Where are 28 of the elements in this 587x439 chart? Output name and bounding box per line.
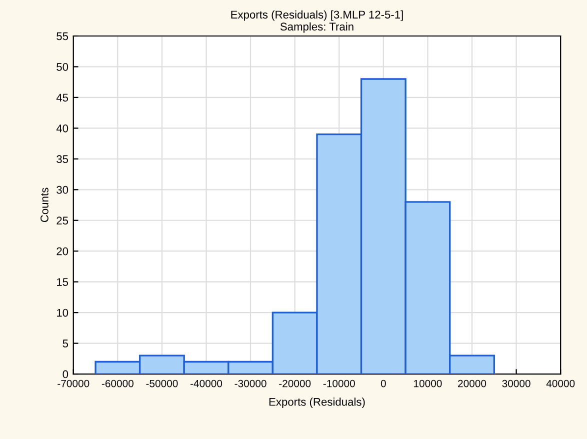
chart-subtitle: Samples: Train (280, 22, 354, 33)
x-tick-label: 30000 (502, 380, 530, 388)
y-tick-label: 10 (57, 308, 68, 317)
y-tick-label: 35 (56, 155, 68, 164)
y-tick-label: 5 (62, 340, 68, 348)
y-tick-label: 55 (56, 32, 68, 40)
chart-title: Exports (Residuals) [3.MLP 12-5-1] (231, 10, 403, 21)
x-tick-label: 40000 (546, 380, 575, 388)
x-tick-label: -60000 (102, 380, 134, 388)
x-tick-label: -70000 (58, 380, 90, 388)
x-axis-title: Exports (Residuals) (269, 398, 365, 408)
x-tick-label: -50000 (146, 380, 178, 388)
y-axis-title: Counts (40, 188, 48, 222)
y-tick-label: 45 (56, 94, 68, 102)
x-tick-label: -30000 (234, 380, 266, 388)
x-tick-label: 0 (380, 380, 386, 388)
y-tick-label: 20 (56, 247, 68, 256)
y-tick-label: 40 (56, 124, 68, 132)
x-tick-label: -20000 (279, 380, 311, 388)
y-tick-label: 30 (56, 186, 68, 194)
x-tick-label: 10000 (414, 380, 442, 388)
y-tick-label: 15 (57, 278, 68, 286)
x-tick-label: -40000 (190, 380, 222, 388)
x-tick-label: -10000 (323, 380, 355, 388)
y-tick-label: 50 (56, 62, 68, 71)
x-tick-label: 20000 (458, 380, 486, 388)
y-tick-label: 0 (62, 370, 68, 378)
y-tick-label: 25 (56, 216, 68, 225)
